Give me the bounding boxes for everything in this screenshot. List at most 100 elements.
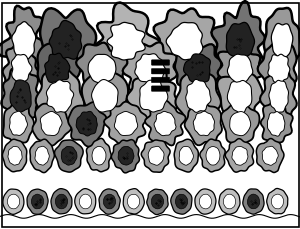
Polygon shape xyxy=(212,1,265,80)
Polygon shape xyxy=(0,6,49,73)
Polygon shape xyxy=(258,43,297,98)
Polygon shape xyxy=(27,189,48,214)
Polygon shape xyxy=(154,8,220,77)
Polygon shape xyxy=(10,80,31,112)
Polygon shape xyxy=(267,112,285,136)
Polygon shape xyxy=(11,55,32,84)
Polygon shape xyxy=(147,189,168,215)
Polygon shape xyxy=(30,139,54,173)
Polygon shape xyxy=(127,66,178,122)
Polygon shape xyxy=(148,146,164,165)
Polygon shape xyxy=(46,80,74,112)
Polygon shape xyxy=(61,146,77,165)
Polygon shape xyxy=(166,22,203,60)
Polygon shape xyxy=(32,103,71,146)
Polygon shape xyxy=(271,194,283,209)
Polygon shape xyxy=(268,54,290,85)
Polygon shape xyxy=(99,189,120,214)
Polygon shape xyxy=(184,101,222,145)
Polygon shape xyxy=(221,104,260,145)
Polygon shape xyxy=(227,80,252,113)
Polygon shape xyxy=(92,146,106,165)
Polygon shape xyxy=(90,3,162,73)
Polygon shape xyxy=(171,189,192,214)
Polygon shape xyxy=(225,139,254,172)
Polygon shape xyxy=(9,111,27,135)
Polygon shape xyxy=(56,194,68,209)
FancyBboxPatch shape xyxy=(152,77,170,83)
Polygon shape xyxy=(248,194,260,209)
Polygon shape xyxy=(75,189,96,214)
Polygon shape xyxy=(145,101,186,145)
Polygon shape xyxy=(200,194,212,209)
Polygon shape xyxy=(118,146,134,165)
Polygon shape xyxy=(3,41,40,97)
Polygon shape xyxy=(103,194,116,209)
Polygon shape xyxy=(230,112,251,136)
Polygon shape xyxy=(260,67,297,127)
FancyBboxPatch shape xyxy=(152,86,170,91)
Polygon shape xyxy=(32,194,44,209)
Polygon shape xyxy=(104,102,147,145)
Polygon shape xyxy=(262,146,278,165)
Polygon shape xyxy=(243,189,264,214)
Polygon shape xyxy=(3,189,24,214)
Polygon shape xyxy=(218,39,264,96)
Polygon shape xyxy=(76,43,130,96)
Polygon shape xyxy=(111,140,140,173)
Polygon shape xyxy=(226,22,254,61)
Polygon shape xyxy=(2,139,27,172)
Polygon shape xyxy=(206,146,220,165)
Polygon shape xyxy=(51,189,72,214)
Polygon shape xyxy=(140,80,168,112)
Polygon shape xyxy=(267,188,288,214)
Polygon shape xyxy=(154,111,176,136)
Polygon shape xyxy=(1,68,40,127)
Polygon shape xyxy=(76,111,97,136)
Polygon shape xyxy=(135,54,166,84)
Polygon shape xyxy=(107,22,145,60)
Polygon shape xyxy=(217,67,262,125)
Polygon shape xyxy=(38,44,80,96)
Polygon shape xyxy=(80,194,92,209)
Polygon shape xyxy=(123,42,177,97)
Polygon shape xyxy=(127,194,140,209)
Polygon shape xyxy=(176,66,221,124)
Polygon shape xyxy=(264,8,300,73)
Polygon shape xyxy=(92,79,118,112)
Polygon shape xyxy=(3,102,34,145)
Polygon shape xyxy=(7,194,20,209)
Polygon shape xyxy=(193,111,214,136)
Polygon shape xyxy=(227,54,253,84)
Polygon shape xyxy=(141,140,170,172)
Polygon shape xyxy=(174,139,198,172)
Polygon shape xyxy=(55,140,83,172)
Polygon shape xyxy=(261,102,293,146)
Polygon shape xyxy=(88,55,116,84)
Polygon shape xyxy=(256,139,284,172)
Polygon shape xyxy=(186,79,211,112)
Polygon shape xyxy=(36,67,84,124)
Polygon shape xyxy=(35,146,49,165)
Polygon shape xyxy=(195,189,216,214)
Polygon shape xyxy=(269,80,289,112)
Polygon shape xyxy=(82,68,128,124)
Polygon shape xyxy=(219,189,240,214)
Polygon shape xyxy=(179,147,194,165)
Polygon shape xyxy=(40,8,96,82)
FancyBboxPatch shape xyxy=(152,60,170,65)
Polygon shape xyxy=(123,189,144,214)
Polygon shape xyxy=(86,138,111,172)
Polygon shape xyxy=(152,194,164,209)
Polygon shape xyxy=(8,146,22,165)
Polygon shape xyxy=(12,22,36,60)
Polygon shape xyxy=(200,139,225,172)
Polygon shape xyxy=(271,23,293,62)
Polygon shape xyxy=(176,194,188,209)
Polygon shape xyxy=(224,194,236,209)
Polygon shape xyxy=(184,54,211,83)
Polygon shape xyxy=(45,53,70,83)
Polygon shape xyxy=(232,147,248,165)
FancyBboxPatch shape xyxy=(152,68,170,74)
Polygon shape xyxy=(49,20,82,59)
